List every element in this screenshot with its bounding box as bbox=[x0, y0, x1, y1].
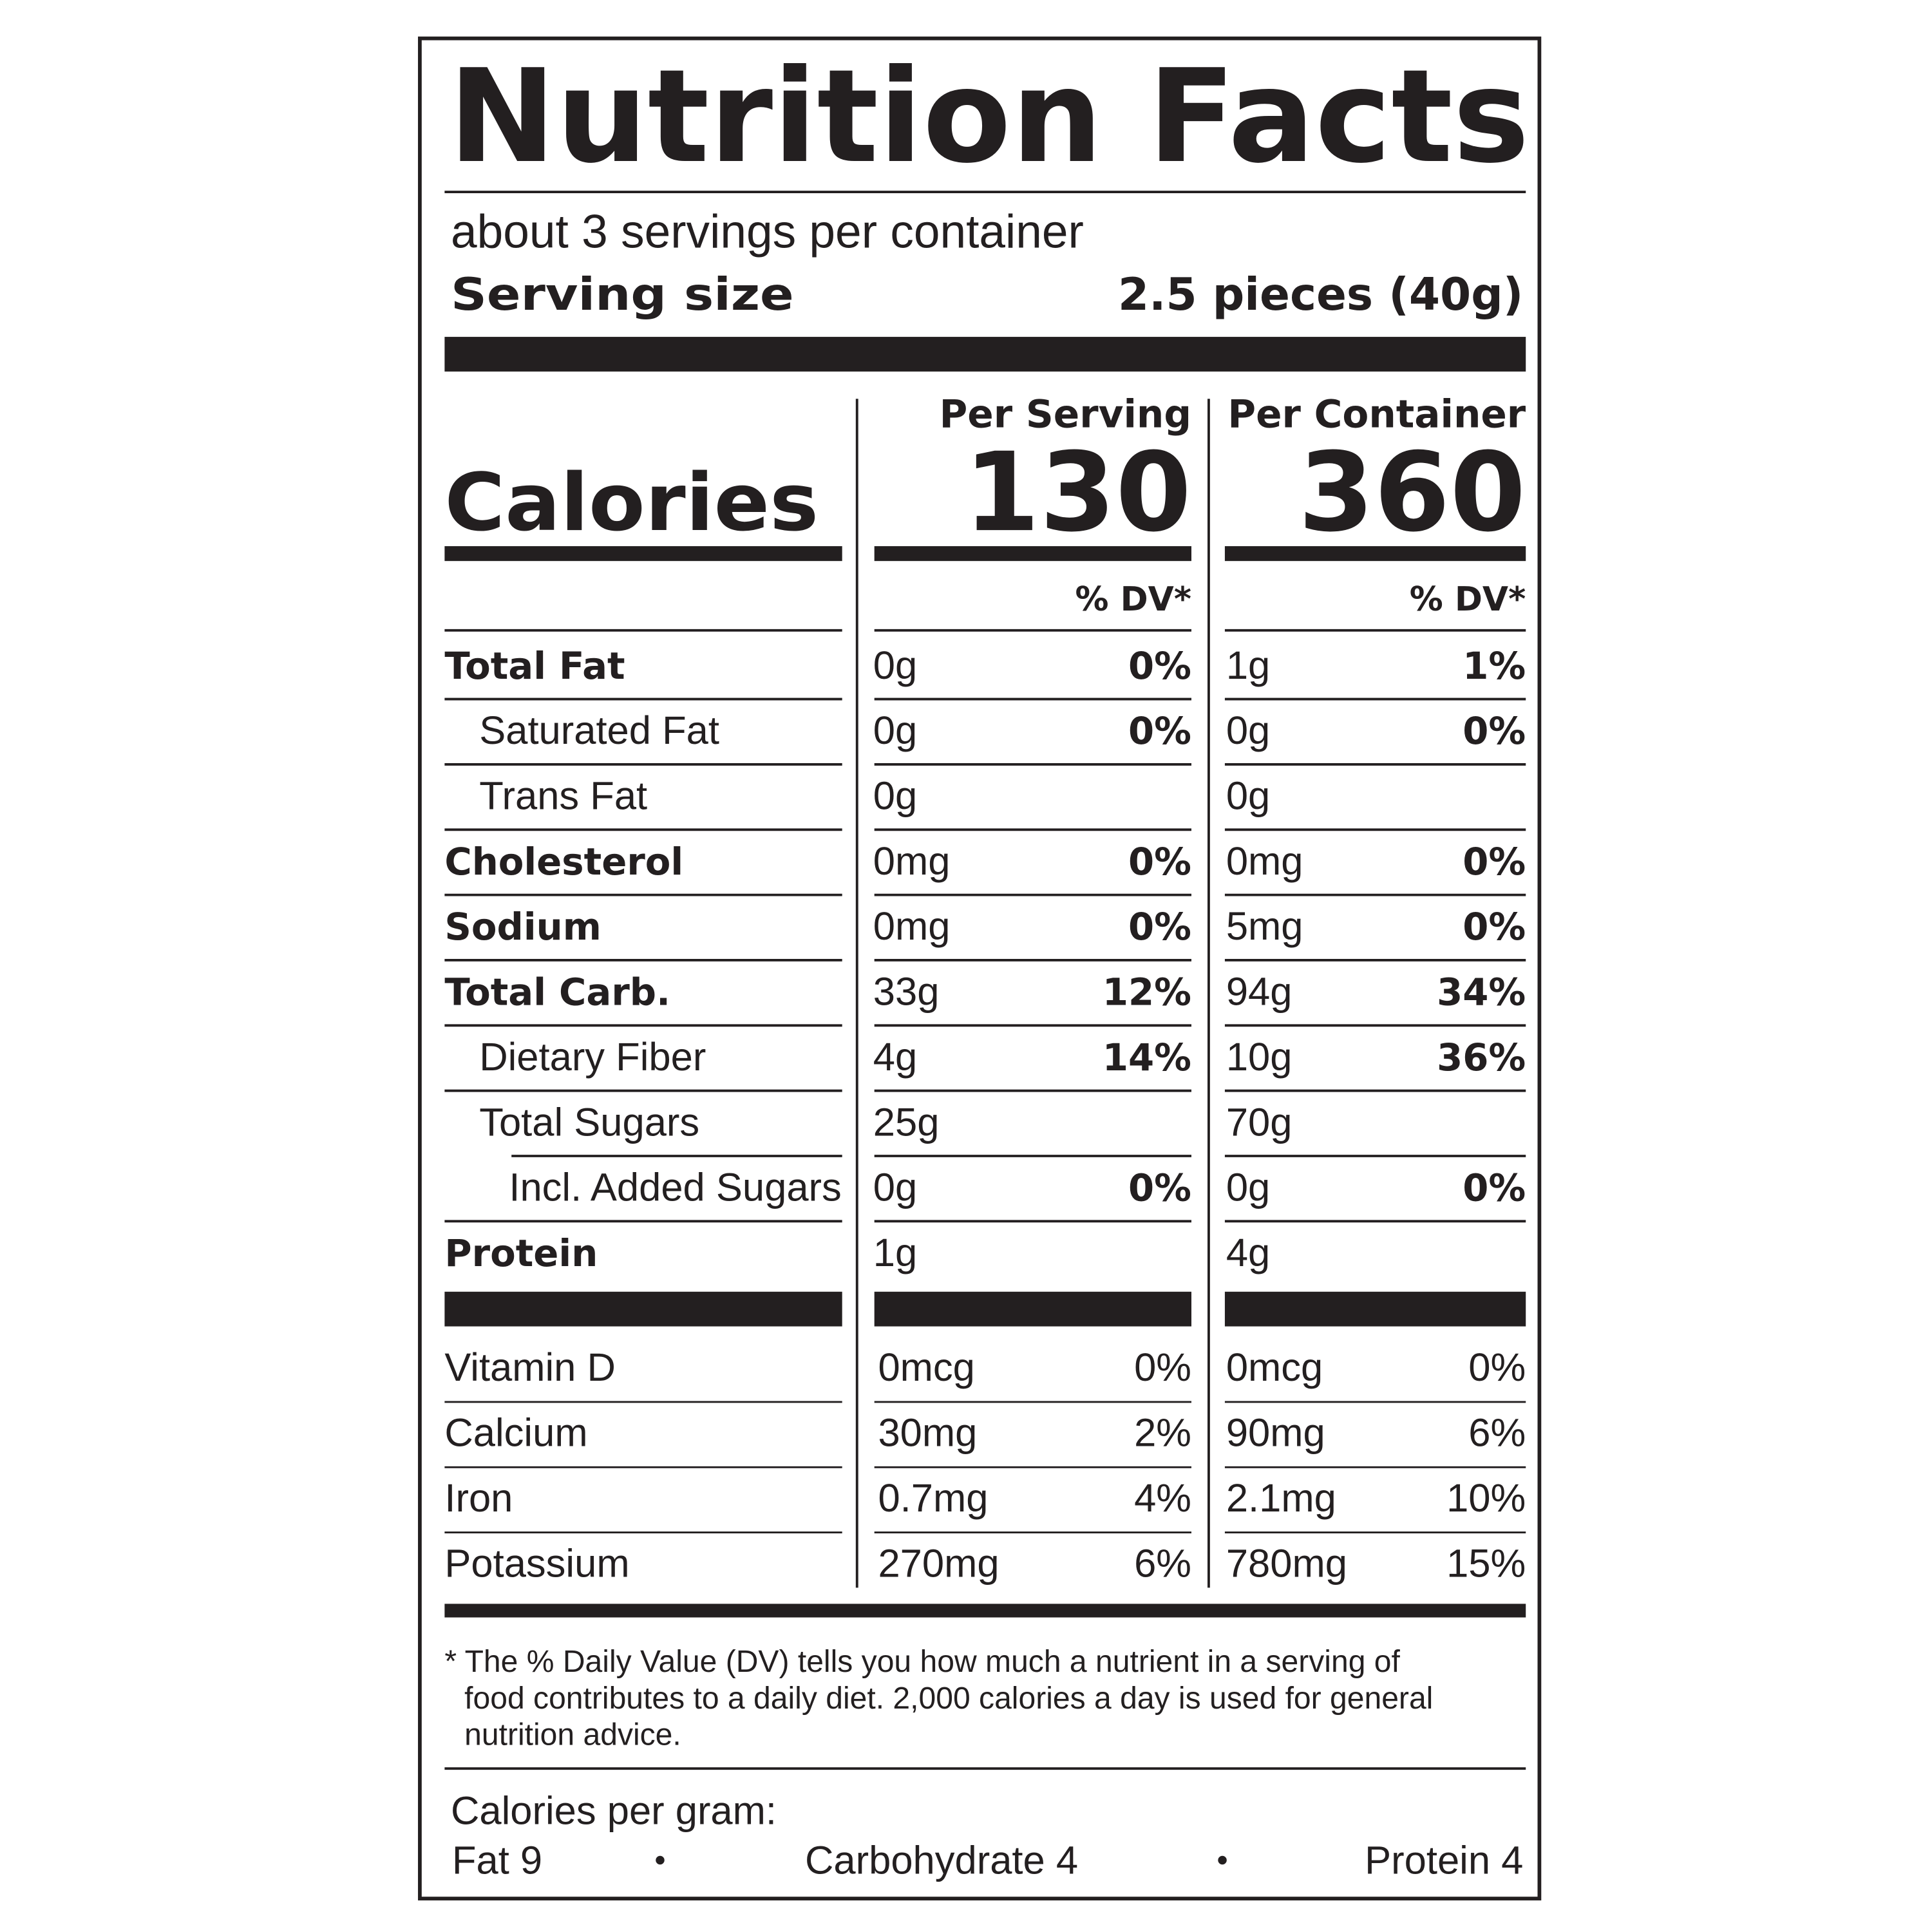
vitamin-dv: 0% bbox=[1134, 1345, 1191, 1390]
nutrient-dv: 0% bbox=[1128, 644, 1191, 688]
calories-per-gram-label: Calories per gram: bbox=[451, 1789, 777, 1833]
nutrient-amount: 0g bbox=[873, 774, 917, 819]
vitamin-dv: 6% bbox=[1468, 1411, 1526, 1455]
nutrient-amount: 0g bbox=[873, 708, 917, 753]
thick-bar bbox=[444, 337, 1526, 372]
serving-size: 2.5 pieces (40g) bbox=[1118, 269, 1523, 321]
nutrient-dv: 0% bbox=[1463, 840, 1526, 884]
vitamin-amount: 780mg bbox=[1226, 1541, 1347, 1586]
vitamin-dv: 15% bbox=[1446, 1541, 1526, 1586]
vitamin-dv: 2% bbox=[1134, 1411, 1191, 1455]
nutrient-amount: 25g bbox=[873, 1100, 940, 1144]
nutrient-name: Total Carb. bbox=[444, 971, 670, 1014]
nutrient-name: Trans Fat bbox=[479, 774, 647, 819]
nutrient-amount: 0g bbox=[1226, 774, 1270, 819]
nutrient-amount: 10g bbox=[1226, 1035, 1293, 1079]
calories-label: Calories bbox=[444, 457, 819, 549]
nutrient-amount: 0mg bbox=[873, 904, 951, 949]
servings: about 3 servings per container bbox=[451, 206, 1084, 258]
dv-header: % DV* bbox=[1075, 580, 1191, 619]
nutrient-name: Protein bbox=[444, 1231, 598, 1275]
nutrient-name: Saturated Fat bbox=[479, 708, 719, 753]
calories-per-gram-item: Fat 9 bbox=[452, 1839, 542, 1883]
nutrient-dv: 34% bbox=[1437, 971, 1526, 1014]
footnote-line: food contributes to a daily diet. 2,000 … bbox=[464, 1681, 1433, 1716]
calories-per-gram-item: Protein 4 bbox=[1365, 1839, 1523, 1883]
nutrient-dv: 36% bbox=[1437, 1036, 1526, 1079]
nutrient-dv: 0% bbox=[1128, 709, 1191, 753]
thick-bar bbox=[874, 1291, 1191, 1327]
nutrient-dv: 0% bbox=[1128, 1166, 1191, 1210]
nutrient-amount: 5mg bbox=[1226, 904, 1303, 949]
nutrient-name: Incl. Added Sugars bbox=[509, 1166, 841, 1210]
nutrient-amount: 0g bbox=[1226, 708, 1270, 753]
nutrient-amount: 0g bbox=[873, 1166, 917, 1210]
nutrient-dv: 14% bbox=[1103, 1036, 1191, 1079]
title: Nutrition Facts bbox=[448, 42, 1530, 192]
serving-size-label: Serving size bbox=[451, 269, 794, 321]
calories-bar bbox=[1224, 546, 1526, 562]
nutrient-amount: 70g bbox=[1226, 1100, 1293, 1144]
nutrient-dv: 0% bbox=[1128, 840, 1191, 884]
calories-bar bbox=[444, 546, 842, 562]
nutrient-name: Total Fat bbox=[444, 644, 625, 688]
footnote-line: nutrition advice. bbox=[464, 1718, 681, 1752]
vitamin-name: Vitamin D bbox=[444, 1345, 616, 1390]
nutrient-amount: 0mg bbox=[873, 839, 951, 884]
separator-dot bbox=[656, 1855, 665, 1865]
nutrient-name: Cholesterol bbox=[444, 840, 683, 884]
nutrient-amount: 1g bbox=[873, 1231, 917, 1275]
vitamin-amount: 0mcg bbox=[878, 1345, 974, 1390]
column-header: Per Container bbox=[1227, 392, 1526, 437]
nutrient-amount: 0g bbox=[873, 643, 917, 688]
vitamin-amount: 90mg bbox=[1226, 1411, 1325, 1455]
nutrient-amount: 33g bbox=[873, 970, 940, 1014]
nutrient-amount: 4g bbox=[873, 1035, 917, 1079]
vitamin-name: Calcium bbox=[444, 1411, 587, 1455]
nutrient-dv: 0% bbox=[1463, 1166, 1526, 1210]
vitamin-name: Potassium bbox=[444, 1541, 629, 1586]
vitamin-amount: 30mg bbox=[878, 1411, 977, 1455]
calories-bar bbox=[874, 546, 1191, 562]
nutrient-dv: 0% bbox=[1463, 709, 1526, 753]
nutrient-amount: 1g bbox=[1226, 643, 1270, 688]
nutrient-dv: 0% bbox=[1128, 905, 1191, 949]
nutrient-dv: 12% bbox=[1103, 971, 1191, 1014]
calories-value: 360 bbox=[1298, 429, 1526, 556]
vitamin-amount: 270mg bbox=[878, 1541, 999, 1586]
vitamin-amount: 0.7mg bbox=[878, 1476, 988, 1520]
vitamin-amount: 0mcg bbox=[1226, 1345, 1323, 1390]
calories-value: 130 bbox=[964, 429, 1191, 556]
vitamin-amount: 2.1mg bbox=[1226, 1476, 1336, 1520]
nutrient-amount: 4g bbox=[1226, 1231, 1270, 1275]
separator-dot bbox=[1218, 1855, 1227, 1865]
nutrient-name: Sodium bbox=[444, 905, 601, 949]
label-border bbox=[418, 36, 1542, 1900]
vitamin-dv: 0% bbox=[1468, 1345, 1526, 1390]
thick-bar bbox=[444, 1291, 842, 1327]
footnote-line: * The % Daily Value (DV) tells you how m… bbox=[444, 1644, 1400, 1679]
nutrient-name: Total Sugars bbox=[479, 1100, 699, 1144]
nutrient-dv: 1% bbox=[1463, 644, 1526, 688]
dv-header: % DV* bbox=[1410, 580, 1526, 619]
vitamin-dv: 4% bbox=[1134, 1476, 1191, 1520]
vitamin-name: Iron bbox=[444, 1476, 513, 1520]
vitamin-dv: 6% bbox=[1134, 1541, 1191, 1586]
calories-per-gram-item: Carbohydrate 4 bbox=[805, 1839, 1078, 1883]
thick-bar bbox=[444, 1604, 1526, 1618]
thick-bar bbox=[1224, 1291, 1526, 1327]
nutrient-dv: 0% bbox=[1463, 905, 1526, 949]
nutrient-amount: 94g bbox=[1226, 970, 1293, 1014]
nutrient-amount: 0g bbox=[1226, 1166, 1270, 1210]
vitamin-dv: 10% bbox=[1446, 1476, 1526, 1520]
nutrient-name: Dietary Fiber bbox=[479, 1035, 706, 1079]
nutrient-amount: 0mg bbox=[1226, 839, 1303, 884]
column-header: Per Serving bbox=[940, 392, 1191, 437]
